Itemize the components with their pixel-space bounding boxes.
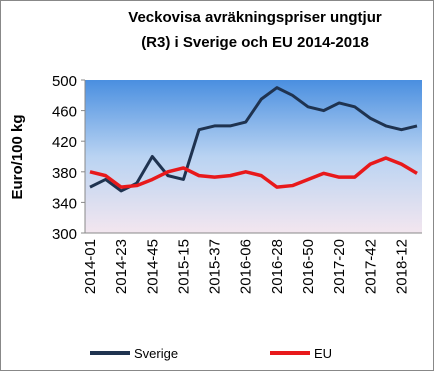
x-tick-label: 2016-06 bbox=[238, 239, 255, 294]
line-series bbox=[89, 156, 418, 189]
x-tick-label: 2018-12 bbox=[393, 239, 410, 294]
chart-subtitle: (R3) i Sverige och EU 2014-2018 bbox=[141, 34, 369, 51]
x-tick-label: 2017-42 bbox=[362, 239, 379, 294]
x-tick-label: 2015-37 bbox=[207, 239, 224, 294]
y-axis-label: Euro/100 kg bbox=[9, 114, 26, 199]
x-tick-label: 2016-50 bbox=[300, 239, 317, 294]
x-tick-label: 2015-15 bbox=[175, 239, 192, 294]
x-tick-label: 2014-45 bbox=[144, 239, 161, 294]
x-tick-label: 2016-28 bbox=[269, 239, 286, 294]
y-tick-label: 340 bbox=[52, 195, 77, 212]
legend-label: Sverige bbox=[134, 346, 178, 361]
x-tick-label: 2017-20 bbox=[331, 239, 348, 294]
x-tick-label: 2014-01 bbox=[82, 239, 99, 294]
y-tick-label: 380 bbox=[52, 165, 77, 182]
chart-title: Veckovisa avräkningspriser ungtjur bbox=[128, 9, 382, 26]
y-tick-label: 500 bbox=[52, 73, 77, 90]
legend-label: EU bbox=[314, 346, 332, 361]
line-series bbox=[89, 86, 418, 193]
plot-area bbox=[85, 80, 422, 233]
y-tick-label: 420 bbox=[52, 134, 77, 151]
x-tick-label: 2014-23 bbox=[113, 239, 130, 294]
y-tick-label: 300 bbox=[52, 226, 77, 243]
y-tick-label: 460 bbox=[52, 104, 77, 121]
